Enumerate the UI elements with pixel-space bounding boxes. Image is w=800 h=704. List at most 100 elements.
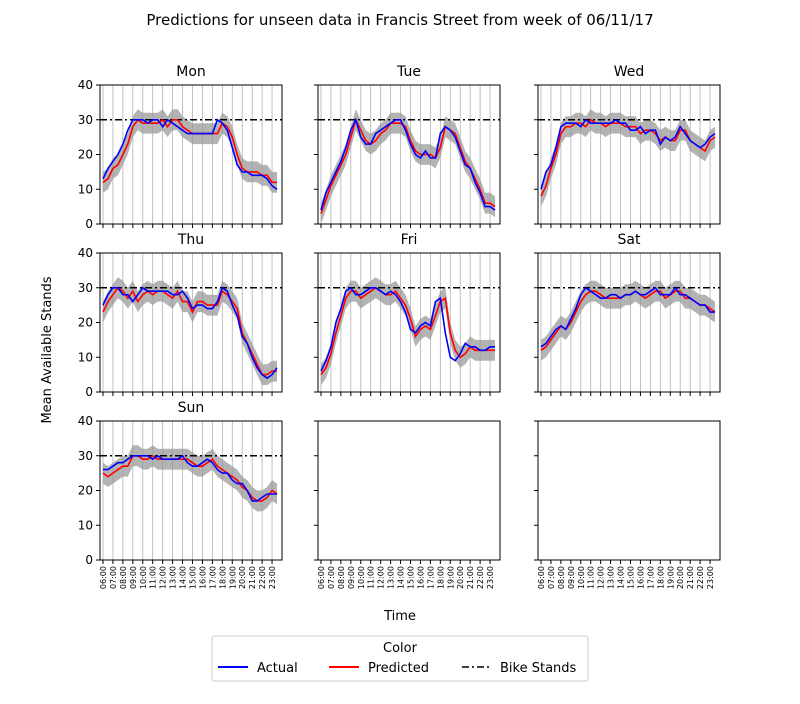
x-tick-label: 06:00	[537, 566, 546, 589]
panels-group: Mon 0 10 20 30 40 Tue Wed Thu 0 10 20 30 40 Fri Sat Sun 0…	[78, 64, 721, 589]
legend-title: Color	[383, 641, 418, 656]
x-tick-label: 11:00	[367, 566, 376, 589]
x-tick-label: 18:00	[218, 566, 227, 589]
panel-background	[100, 253, 282, 392]
y-tick-label: 0	[85, 385, 93, 399]
predicted-series-line	[320, 117, 496, 214]
actual-series-line	[540, 286, 715, 348]
y-tick-label: 40	[78, 78, 93, 92]
prediction-band	[541, 109, 715, 207]
y-tick-label: 30	[78, 449, 93, 463]
x-tick-label: 14:00	[617, 566, 626, 589]
y-tick-label: 0	[85, 553, 93, 567]
y-tick-label: 20	[78, 484, 93, 498]
panel-title: Fri	[401, 232, 418, 248]
x-tick-label: 13:00	[607, 566, 616, 589]
panel-background	[318, 421, 500, 560]
x-tick-label: 08:00	[337, 566, 346, 589]
x-tick-label: 11:00	[149, 566, 158, 589]
y-tick-label: 30	[78, 113, 93, 127]
x-tick-label: 08:00	[119, 566, 128, 589]
actual-series-line	[102, 118, 278, 190]
panel-empty-7: 06:00 07:00 08:00 09:00 10:00 11:00 12:00 13:00…	[314, 420, 501, 589]
panel-sat: Sat	[534, 232, 721, 396]
x-tick-label: 07:00	[109, 566, 118, 589]
x-tick-label: 22:00	[258, 566, 267, 589]
x-tick-label: 23:00	[268, 566, 277, 589]
panel-title: Mon	[176, 64, 206, 80]
panel-background	[100, 85, 282, 224]
legend-label-bike-stands: Bike Stands	[500, 661, 577, 676]
panel-wed: Wed	[534, 64, 721, 228]
x-tick-label: 17:00	[426, 566, 435, 589]
x-tick-label: 12:00	[159, 566, 168, 589]
x-tick-label: 10:00	[139, 566, 148, 589]
actual-series-line	[103, 454, 277, 502]
x-tick-label: 15:00	[627, 566, 636, 589]
y-tick-label: 10	[78, 518, 93, 532]
x-tick-label: 17:00	[646, 566, 655, 589]
x-tick-label: 21:00	[248, 566, 257, 589]
x-tick-label: 22:00	[476, 566, 485, 589]
x-tick-label: 19:00	[228, 566, 237, 589]
actual-series-line	[540, 118, 716, 190]
x-tick-label: 13:00	[387, 566, 396, 589]
x-tick-label: 14:00	[397, 566, 406, 589]
x-tick-label: 15:00	[189, 566, 198, 589]
x-tick-label: 20:00	[456, 566, 465, 589]
panel-empty-8: 06:00 07:00 08:00 09:00 10:00 11:00 12:00 13:00…	[534, 420, 721, 589]
x-tick-label: 10:00	[577, 566, 586, 589]
y-tick-label: 10	[78, 350, 93, 364]
x-tick-label: 21:00	[686, 566, 695, 589]
panel-title: Sat	[618, 232, 641, 248]
y-tick-label: 40	[78, 246, 93, 260]
y-tick-label: 20	[78, 316, 93, 330]
x-tick-label: 07:00	[547, 566, 556, 589]
actual-series-line	[320, 286, 495, 372]
prediction-band	[541, 280, 715, 361]
legend-frame	[211, 635, 589, 682]
x-tick-label: 22:00	[696, 566, 705, 589]
y-tick-label: 0	[85, 217, 93, 231]
x-tick-label: 18:00	[656, 566, 665, 589]
panel-sun: Sun 0 10 20 30 40 06:00 07:00 08:00 09:00 10:00 11:…	[78, 400, 283, 589]
x-tick-label: 20:00	[676, 566, 685, 589]
x-tick-label: 13:00	[169, 566, 178, 589]
panel-background	[538, 421, 720, 560]
x-tick-label: 16:00	[198, 566, 207, 589]
prediction-band	[103, 445, 277, 512]
x-tick-label: 11:00	[587, 566, 596, 589]
panel-title: Sun	[178, 400, 205, 416]
x-tick-label: 09:00	[129, 566, 138, 589]
x-tick-label: 18:00	[436, 566, 445, 589]
x-tick-label: 20:00	[238, 566, 247, 589]
x-tick-label: 09:00	[347, 566, 356, 589]
actual-series-line	[320, 117, 496, 211]
panel-tue: Tue	[314, 64, 501, 228]
x-tick-label: 09:00	[567, 566, 576, 589]
legend-label-actual: Actual	[257, 661, 298, 676]
legend-label-predicted: Predicted	[368, 661, 429, 676]
x-tick-label: 06:00	[99, 566, 108, 589]
panel-mon: Mon 0 10 20 30 40	[78, 64, 283, 231]
x-tick-label: 23:00	[706, 566, 715, 589]
y-tick-label: 10	[78, 182, 93, 196]
panel-title: Thu	[177, 232, 204, 248]
x-axis-label: Time	[383, 609, 416, 624]
x-tick-label: 10:00	[357, 566, 366, 589]
prediction-band	[321, 277, 495, 386]
panel-thu: Thu 0 10 20 30 40	[78, 232, 283, 399]
x-tick-label: 23:00	[486, 566, 495, 589]
x-tick-label: 19:00	[446, 566, 455, 589]
x-tick-label: 07:00	[327, 566, 336, 589]
prediction-band	[103, 109, 277, 193]
x-tick-label: 12:00	[377, 566, 386, 589]
x-tick-label: 17:00	[208, 566, 217, 589]
x-tick-label: 12:00	[597, 566, 606, 589]
y-tick-label: 30	[78, 281, 93, 295]
x-tick-label: 08:00	[557, 566, 566, 589]
x-tick-label: 16:00	[416, 566, 425, 589]
x-tick-label: 21:00	[466, 566, 475, 589]
